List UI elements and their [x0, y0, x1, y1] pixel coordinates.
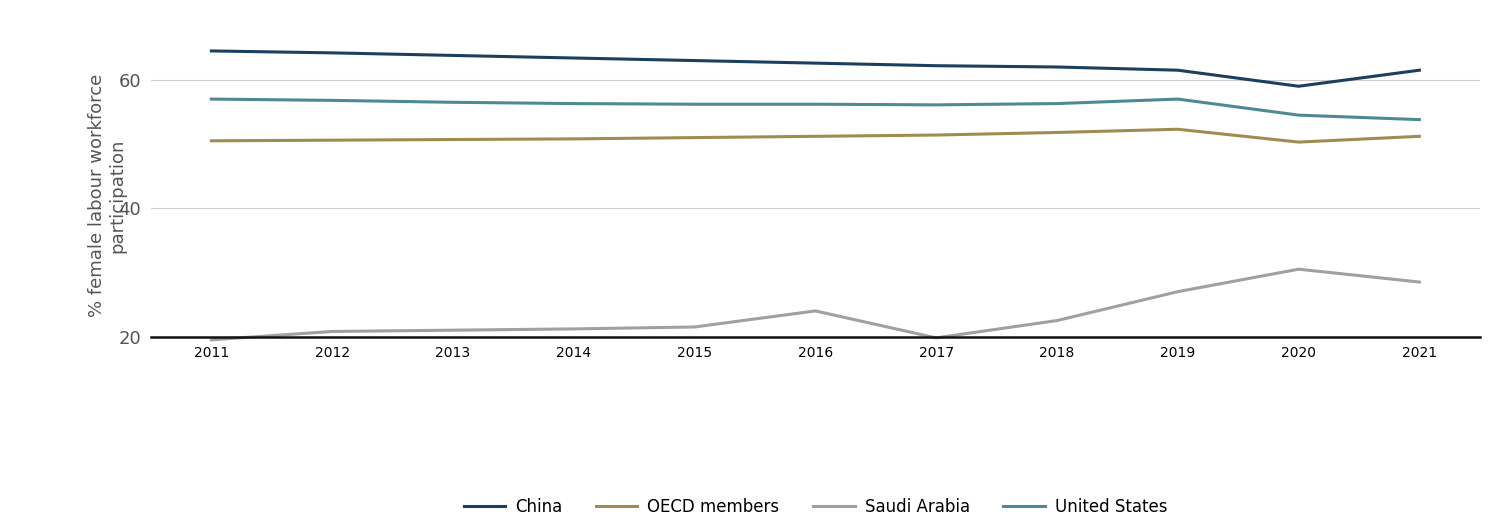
Line: United States: United States — [211, 99, 1419, 120]
China — [1410, 67, 1428, 73]
United States — [1048, 101, 1066, 107]
United States — [686, 101, 704, 107]
OECD members — [202, 138, 220, 144]
OECD members — [806, 133, 824, 140]
Saudi Arabia — [323, 328, 341, 334]
China — [1290, 83, 1308, 90]
Saudi Arabia — [1410, 279, 1428, 285]
Saudi Arabia — [202, 337, 220, 343]
OECD members — [1410, 133, 1428, 140]
United States — [927, 102, 945, 108]
United States — [1290, 112, 1308, 118]
OECD members — [323, 137, 341, 143]
United States — [323, 97, 341, 104]
Legend: China, OECD members, Saudi Arabia, United States: China, OECD members, Saudi Arabia, Unite… — [458, 491, 1173, 521]
Saudi Arabia — [444, 327, 462, 333]
Saudi Arabia — [1169, 289, 1187, 295]
Saudi Arabia — [686, 324, 704, 330]
China — [1169, 67, 1187, 73]
Line: Saudi Arabia: Saudi Arabia — [211, 269, 1419, 340]
China — [323, 49, 341, 56]
OECD members — [1290, 139, 1308, 145]
Saudi Arabia — [927, 335, 945, 341]
Y-axis label: % female labour workforce
participation: % female labour workforce participation — [88, 74, 127, 317]
United States — [565, 101, 583, 107]
United States — [202, 96, 220, 102]
China — [444, 52, 462, 58]
United States — [444, 99, 462, 105]
China — [686, 57, 704, 64]
OECD members — [444, 137, 462, 143]
China — [565, 55, 583, 61]
Line: OECD members: OECD members — [211, 129, 1419, 142]
United States — [806, 101, 824, 107]
OECD members — [927, 132, 945, 138]
Saudi Arabia — [1048, 317, 1066, 324]
Saudi Arabia — [565, 326, 583, 332]
China — [806, 60, 824, 66]
OECD members — [565, 136, 583, 142]
Saudi Arabia — [806, 308, 824, 314]
Line: China: China — [211, 51, 1419, 86]
United States — [1410, 117, 1428, 123]
OECD members — [1169, 126, 1187, 132]
United States — [1169, 96, 1187, 102]
Saudi Arabia — [1290, 266, 1308, 272]
OECD members — [1048, 129, 1066, 135]
China — [202, 48, 220, 54]
China — [1048, 64, 1066, 70]
OECD members — [686, 134, 704, 141]
China — [927, 63, 945, 69]
